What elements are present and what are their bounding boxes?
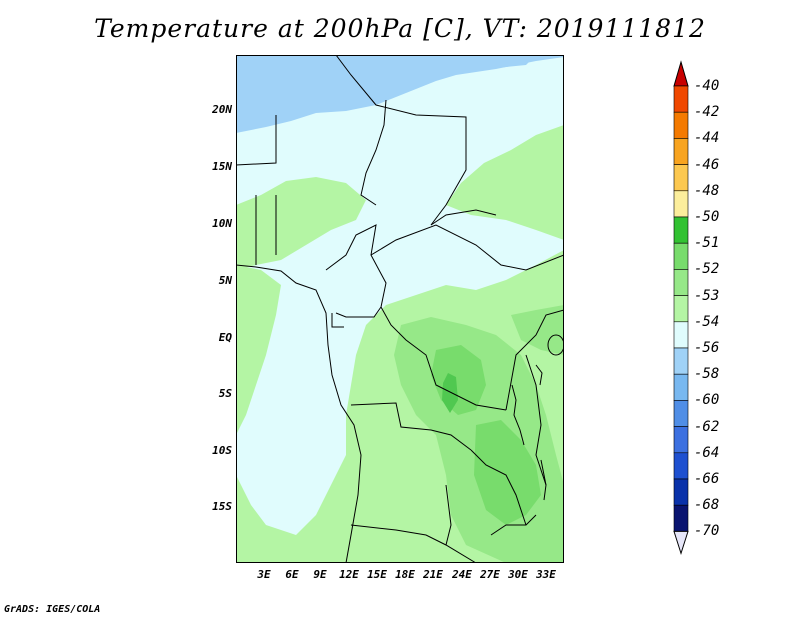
- legend-label: -60: [694, 392, 720, 409]
- country-borders: [236, 55, 564, 563]
- lat-label: 5S: [218, 387, 232, 400]
- legend-colorbar: [673, 60, 689, 556]
- legend-cell: [673, 504, 689, 532]
- legend-label: -56: [694, 340, 720, 356]
- cold-region-patch: [456, 55, 536, 69]
- legend-cell: [673, 347, 689, 375]
- lon-label: 21E: [423, 568, 443, 581]
- lat-label: 15N: [212, 160, 232, 173]
- dark-green-2: [474, 420, 541, 525]
- legend-arrow-top: [673, 60, 689, 87]
- legend-label: -52: [694, 261, 720, 278]
- legend-label: -64: [694, 444, 720, 461]
- lat-label: 15S: [212, 500, 232, 513]
- legend-label: -58: [694, 366, 720, 383]
- legend-label: -44: [694, 130, 720, 147]
- lon-label: 33E: [536, 568, 556, 581]
- green-coast: [236, 265, 281, 435]
- lon-label: 6E: [285, 568, 299, 581]
- legend-cell: [673, 216, 689, 244]
- legend-label: -68: [694, 497, 720, 514]
- map-area: [236, 55, 564, 563]
- legend-label: -46: [694, 156, 720, 173]
- legend-arrow-bottom: [673, 530, 689, 556]
- lon-label: 18E: [395, 568, 415, 581]
- legend-cell: [673, 85, 689, 113]
- lon-label: 3E: [257, 568, 271, 581]
- legend-cell: [673, 269, 689, 296]
- legend-label: -50: [694, 209, 720, 225]
- legend-cell: [673, 478, 689, 506]
- map-border: [236, 55, 564, 563]
- lon-label: 30E: [508, 568, 528, 581]
- legend-label: -53: [694, 287, 720, 304]
- legend-cell: [673, 426, 689, 454]
- legend-label: -40: [694, 78, 720, 94]
- legend-cell: [673, 164, 689, 192]
- legend-label: -48: [694, 182, 720, 199]
- lat-label: 10N: [212, 217, 232, 230]
- lakes: [511, 334, 564, 501]
- cold-region: [236, 55, 564, 133]
- lat-label: 10S: [212, 444, 232, 457]
- legend-cell: [673, 373, 689, 401]
- lon-label: 12E: [339, 568, 359, 581]
- green-west: [236, 177, 366, 270]
- green-ne: [446, 125, 564, 240]
- legend-cell: [673, 452, 689, 480]
- legend-label: -62: [694, 418, 720, 435]
- legend-cell: [673, 138, 689, 165]
- legend-label: -42: [694, 104, 720, 121]
- legend-cell: [673, 111, 689, 139]
- chart-title: Temperature at 200hPa [C], VT: 201911181…: [94, 14, 706, 43]
- lat-label: 5N: [218, 274, 232, 287]
- legend-cell: [673, 190, 689, 218]
- legend-label: -54: [694, 313, 720, 330]
- legend-cell: [673, 242, 689, 270]
- legend-cell: [673, 295, 689, 323]
- lon-label: 9E: [313, 568, 327, 581]
- lat-label: EQ: [218, 331, 232, 344]
- coastline: [236, 264, 362, 563]
- legend-label: -51: [694, 235, 720, 252]
- lon-label: 27E: [480, 568, 500, 581]
- mid-green-2: [511, 305, 564, 355]
- lat-label: 20N: [212, 103, 232, 116]
- lon-label: 24E: [452, 568, 472, 581]
- legend-label: -66: [694, 471, 720, 487]
- credit-text: GrADS: IGES/COLA: [4, 604, 101, 615]
- lon-label: 15E: [367, 568, 387, 581]
- legend-cell: [673, 321, 689, 349]
- deep-green: [442, 373, 458, 413]
- legend-label: -70: [694, 523, 720, 540]
- legend-cell: [673, 400, 689, 427]
